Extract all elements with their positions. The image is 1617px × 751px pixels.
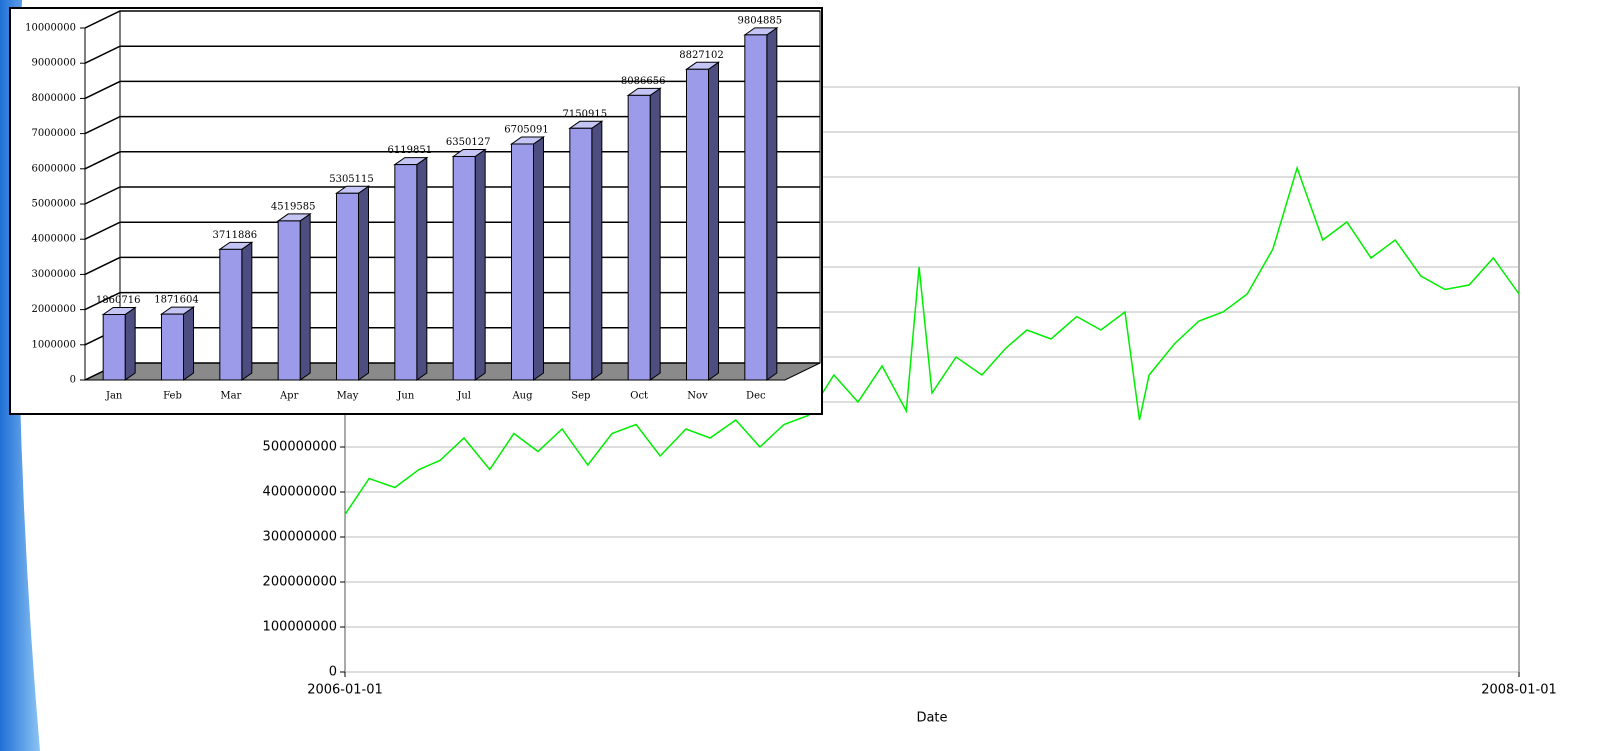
bar-side (708, 61, 719, 381)
grid-line (84, 115, 820, 135)
x-tick-label: Sep (571, 391, 590, 402)
x-tick-label: May (337, 391, 359, 402)
data-label: 1871604 (154, 295, 199, 306)
bar-side (241, 241, 253, 381)
y-tick-label: 3000000 (31, 269, 76, 280)
y-tick-label: 2000000 (31, 304, 76, 315)
bar (219, 248, 243, 381)
x-tick-label: Jul (456, 391, 471, 402)
x-tick-label: Feb (163, 391, 182, 402)
y-tick-label: 0 (70, 375, 76, 386)
data-label: 3711886 (213, 230, 258, 241)
y-tick-label: 500000000 (263, 440, 337, 455)
bar (394, 164, 418, 381)
grid-line (84, 80, 820, 100)
data-label: 4519585 (271, 201, 316, 212)
data-label: 8827102 (679, 50, 724, 61)
y-tick-label: 7000000 (31, 128, 76, 139)
bar (161, 313, 184, 381)
y-tick-label: 10000000 (25, 23, 76, 34)
bar-side (358, 185, 369, 381)
bar-side (649, 87, 661, 381)
y-tick-label: 8000000 (31, 93, 76, 104)
y-tick-label: 100000000 (263, 620, 337, 635)
bar (277, 220, 301, 381)
x-tick-label: Dec (746, 391, 766, 402)
x-tick-label: Apr (279, 391, 299, 402)
bar (511, 143, 534, 381)
bar (336, 192, 359, 381)
data-label: 9804885 (738, 15, 783, 26)
bar (569, 127, 593, 381)
data-label: 6705091 (504, 124, 549, 135)
bar (102, 314, 126, 381)
x-tick-label: 2006-01-01 (307, 683, 383, 698)
x-tick-label: 2008-01-01 (1481, 683, 1557, 698)
x-tick-label: Aug (511, 391, 533, 402)
bar-side (183, 306, 194, 381)
x-tick-label: Oct (630, 391, 648, 402)
y-tick-label: 9000000 (31, 58, 76, 69)
data-label: 8086656 (621, 76, 666, 87)
x-tick-label: Mar (220, 391, 241, 402)
y-tick-label: 1000000 (31, 339, 76, 350)
y-tick-label: 200000000 (263, 575, 337, 590)
bar-side (299, 212, 311, 381)
grid-line (84, 45, 820, 64)
y-tick-label: 400000000 (263, 485, 337, 500)
bar-side (591, 120, 603, 381)
bar-side (533, 136, 544, 381)
bar-chart: 0 1000000 2000000 3000000 4000000 5000000 6000… (9, 7, 823, 415)
y-tick-label: 0 (329, 665, 337, 680)
bar (627, 94, 651, 381)
data-label: 5305115 (329, 174, 374, 185)
data-label: 6119851 (388, 145, 433, 156)
bar (452, 155, 476, 381)
bar (744, 34, 768, 381)
data-label: 7150915 (563, 109, 608, 120)
y-tick-label: 4000000 (31, 234, 76, 245)
y-tick-label: 5000000 (31, 199, 76, 210)
grid-line (84, 10, 820, 29)
bar-side (766, 26, 778, 381)
x-tick-label: Nov (687, 391, 708, 402)
x-axis-label: Date (916, 711, 947, 726)
y-tick-label: 6000000 (31, 163, 76, 174)
bar-side (416, 156, 428, 381)
data-line (344, 165, 1520, 515)
data-label: 1860716 (96, 295, 141, 306)
y-tick-label: 300000000 (263, 530, 337, 545)
x-tick-label: Jan (105, 391, 123, 402)
data-label: 6350127 (446, 137, 491, 148)
bar (686, 68, 709, 381)
bar-side (474, 148, 486, 381)
bar-side (124, 306, 136, 381)
x-tick-label: Jun (396, 391, 414, 402)
